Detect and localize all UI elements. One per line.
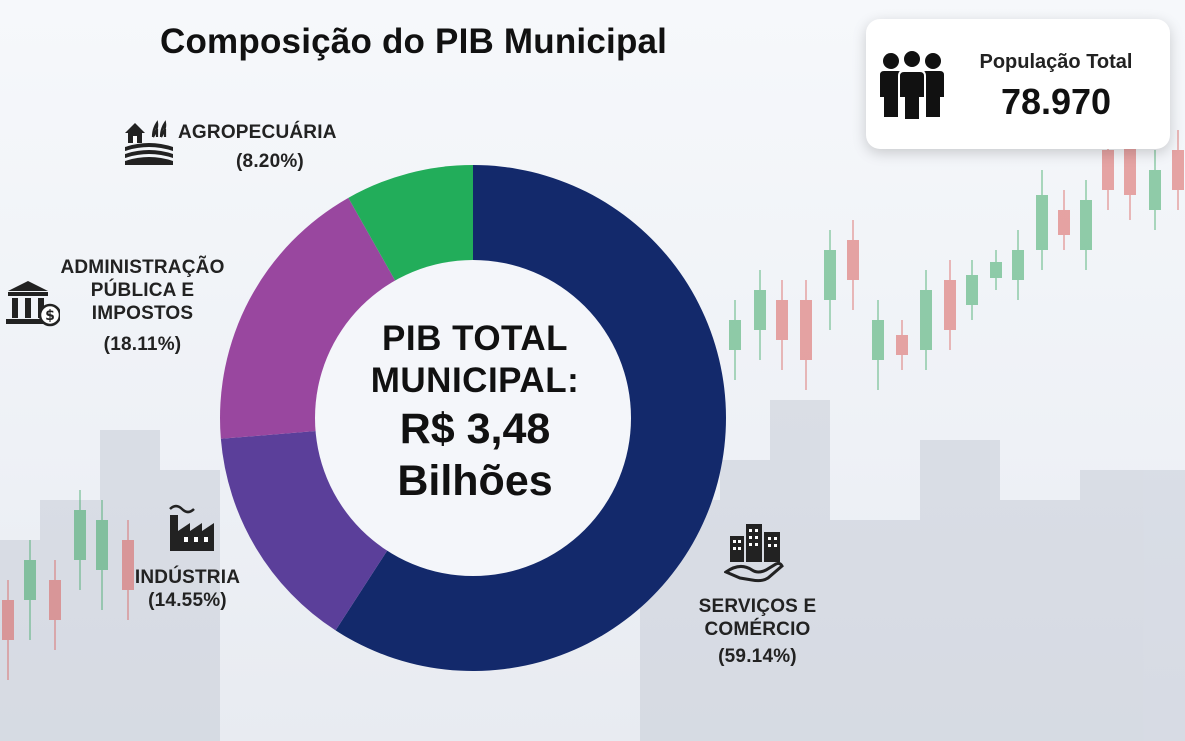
candle-body-21 — [1080, 200, 1092, 250]
candle-body-19 — [1036, 195, 1048, 250]
label-servicos: SERVIÇOS E COMÉRCIO (59.14%) — [675, 595, 840, 668]
candle-body-1 — [24, 560, 36, 600]
buildings-handshake-icon — [724, 524, 784, 583]
label-agropecuaria: AGROPECUÁRIA — [178, 121, 337, 144]
label-administracao-line-3: IMPOSTOS — [91, 303, 194, 324]
farm-icon — [125, 120, 173, 165]
center-line-2: MUNICIPAL: — [370, 361, 580, 400]
candle-body-5 — [122, 540, 134, 590]
government-building-icon: $ — [6, 281, 60, 327]
population-value: 78.970 — [1000, 81, 1112, 122]
factory-icon — [169, 504, 214, 551]
center-line-3: R$ 3,48 — [399, 405, 551, 453]
label-servicos-line-2: COMÉRCIO — [704, 619, 811, 640]
candle-body-3 — [74, 510, 86, 560]
label-industria: INDÚSTRIA (14.55%) — [110, 566, 265, 612]
candle-body-25 — [1172, 150, 1184, 190]
candle-body-4 — [96, 520, 108, 570]
candle-body-14 — [920, 290, 932, 350]
candle-body-0 — [2, 600, 14, 640]
svg-text:$: $ — [45, 308, 55, 324]
candle-body-16 — [966, 275, 978, 305]
candle-body-9 — [800, 300, 812, 360]
candle-body-23 — [1124, 140, 1136, 195]
label-administracao-line-2: PÚBLICA E — [90, 280, 195, 301]
label-industria-pct: (14.55%) — [148, 590, 227, 611]
candle-body-15 — [944, 280, 956, 330]
candle-body-22 — [1102, 150, 1114, 190]
candlestick-decoration — [2, 120, 1184, 680]
people-icon — [880, 49, 944, 121]
label-administracao-line-1: ADMINISTRAÇÃO — [60, 257, 225, 278]
candle-body-12 — [872, 320, 884, 360]
label-administracao: ADMINISTRAÇÃO PÚBLICA E IMPOSTOS (18.11%… — [40, 256, 245, 356]
center-line-4: Bilhões — [397, 457, 553, 505]
population-label: População Total — [979, 51, 1133, 73]
label-administracao-pct: (18.11%) — [103, 334, 182, 355]
label-servicos-line-1: SERVIÇOS E — [698, 596, 817, 617]
candle-body-6 — [729, 320, 741, 350]
candle-body-7 — [754, 290, 766, 330]
candle-body-13 — [896, 335, 908, 355]
candle-body-20 — [1058, 210, 1070, 235]
candle-body-2 — [49, 580, 61, 620]
population-card: População Total 78.970 — [866, 19, 1170, 149]
candle-body-8 — [776, 300, 788, 340]
label-industria-name: INDÚSTRIA — [134, 567, 241, 588]
candle-body-10 — [824, 250, 836, 300]
candle-body-17 — [990, 262, 1002, 278]
candle-body-18 — [1012, 250, 1024, 280]
center-line-1: PIB TOTAL — [382, 319, 568, 358]
candle-body-24 — [1149, 170, 1161, 210]
center-total: PIB TOTAL MUNICIPAL: R$ 3,48 Bilhões — [330, 318, 620, 506]
label-servicos-pct: (59.14%) — [718, 646, 797, 667]
label-agropecuaria-name: AGROPECUÁRIA — [178, 122, 337, 143]
chart-title: Composição do PIB Municipal — [160, 22, 668, 61]
candle-body-11 — [847, 240, 859, 280]
label-agropecuaria-pct: (8.20%) — [236, 151, 304, 172]
donut-hole — [315, 260, 631, 576]
